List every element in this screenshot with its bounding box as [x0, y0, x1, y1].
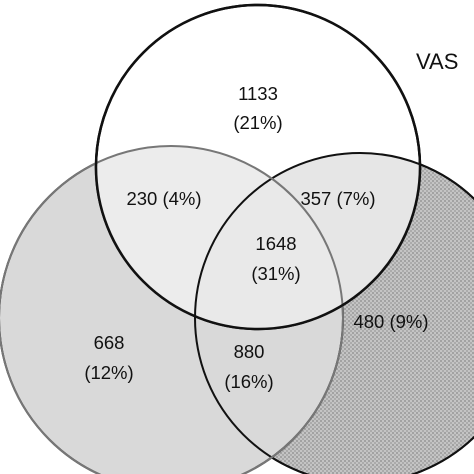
region-top-only-pct: (21%)	[233, 112, 282, 133]
region-top-only-count: 1133	[238, 83, 278, 104]
region-center-count: 1648	[255, 233, 296, 254]
top-set-outline	[94, 3, 422, 331]
region-right-only-label: 480 (9%)	[353, 311, 428, 332]
set-label-top: VAS	[416, 49, 458, 74]
right-set-outline	[194, 152, 474, 474]
region-top-left-label: 230 (4%)	[126, 188, 201, 209]
left-set-outline	[0, 145, 344, 474]
region-center-pct: (31%)	[251, 263, 300, 284]
region-top-right-label: 357 (7%)	[300, 188, 375, 209]
region-left-only-pct: (12%)	[84, 362, 133, 383]
region-left-right-count: 880	[234, 341, 265, 362]
region-left-right-pct: (16%)	[224, 371, 273, 392]
region-left-only-count: 668	[94, 332, 125, 353]
center-overlap	[195, 153, 343, 329]
